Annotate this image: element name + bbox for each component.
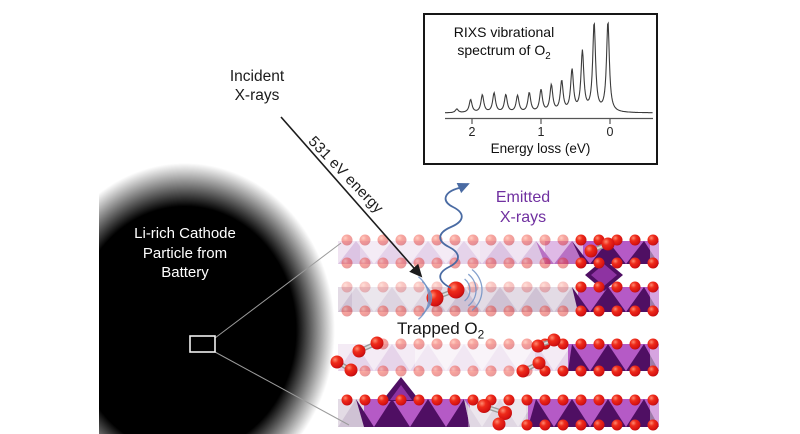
o2-molecule [477,399,512,420]
emitted-label-line1: Emitted [495,189,551,206]
o2-molecule [531,333,561,353]
inset-title: RIXS vibrational spectrum of O2 [431,24,577,65]
trapped-o2-label: Trapped O2 [397,319,484,341]
cathode-label-line1: Li-rich Cathode [134,225,236,242]
oxygen-lattice-dots [341,234,659,431]
o2-molecule [352,336,384,358]
energy-loss-axis-label: Energy loss (eV) [490,141,591,156]
cathode-label-line2: Particle from [142,244,228,262]
incident-xray-arrow [280,116,423,278]
cathode-label-line3: Battery [161,264,209,281]
cathode-particle-label: Li-rich Cathode Particle from Battery [101,224,269,283]
emitted-xrays-label: Emitted X-rays [486,188,560,228]
vibration-arcs [418,268,483,320]
rixs-spectrum-plot: 2 1 0 [445,21,653,139]
cathode-particle [99,150,336,434]
x-tick-label: 2 [469,125,476,139]
o2-molecule [584,237,615,258]
inset-title-line1: RIXS vibrational [453,24,555,40]
rixs-spectrum-inset: 2 1 0 RIXS vibrational spectrum of O2 Ener… [423,13,658,165]
emitted-label-line2: X-rays [499,209,547,226]
incident-xrays-label: Incident X-rays [202,67,312,105]
zoom-connector-lines [189,242,350,426]
emitted-wave-arrow [439,183,470,289]
x-tick-label: 1 [538,125,545,139]
trapped-o2-text: Trapped O [397,319,478,338]
inset-title-subscript: 2 [545,50,551,62]
inset-title-line2: spectrum of O2 [457,41,551,62]
incident-label-line1: Incident [229,68,285,85]
o2-molecule [516,356,546,378]
o2-molecule [330,355,358,377]
trapped-o2-subscript: 2 [477,327,485,342]
incident-label-line2: X-rays [234,87,280,104]
o2-molecules [330,237,615,431]
zoom-square [189,335,216,353]
rixs-spectrum-curve [445,21,653,114]
x-tick-label: 0 [607,125,614,139]
